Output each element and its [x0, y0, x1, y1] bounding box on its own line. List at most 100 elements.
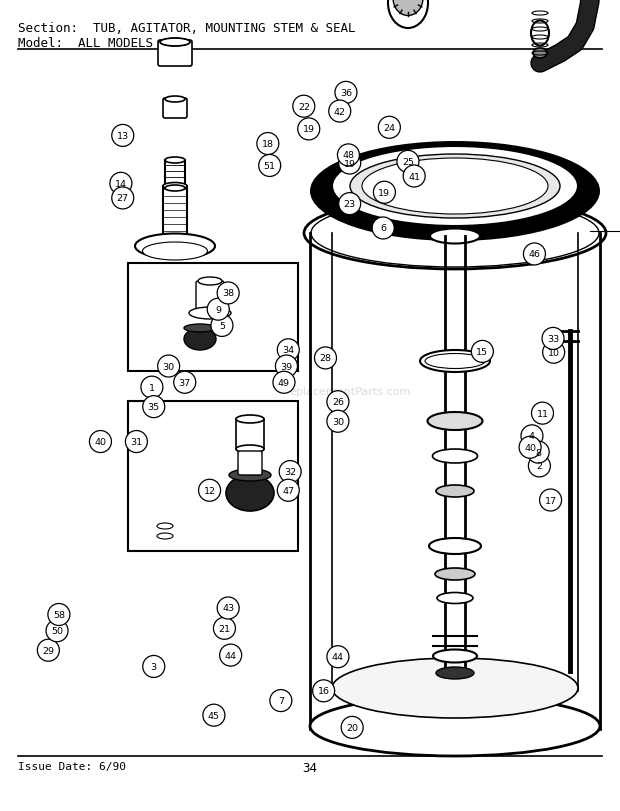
Text: 48: 48 [342, 151, 355, 161]
Text: 29: 29 [42, 646, 55, 655]
Circle shape [112, 187, 134, 210]
Text: 7: 7 [278, 696, 284, 706]
Text: 27: 27 [117, 194, 129, 204]
Text: 43: 43 [222, 603, 234, 613]
Ellipse shape [425, 354, 485, 369]
Text: 37: 37 [179, 378, 191, 388]
Circle shape [143, 655, 165, 678]
Circle shape [327, 410, 349, 433]
Circle shape [89, 431, 112, 453]
Text: 50: 50 [51, 626, 63, 636]
Text: 19: 19 [303, 125, 315, 135]
Circle shape [211, 315, 233, 337]
Circle shape [293, 96, 315, 118]
Ellipse shape [435, 569, 475, 581]
Circle shape [37, 639, 60, 662]
Circle shape [298, 118, 320, 141]
Text: 13: 13 [117, 131, 129, 141]
Circle shape [314, 347, 337, 370]
Text: 28: 28 [319, 354, 332, 363]
Circle shape [174, 371, 196, 394]
Circle shape [219, 644, 242, 667]
Circle shape [141, 376, 163, 399]
Ellipse shape [135, 234, 215, 260]
Ellipse shape [332, 147, 578, 227]
Text: 32: 32 [284, 467, 296, 477]
Ellipse shape [163, 183, 187, 191]
Circle shape [203, 704, 225, 727]
Circle shape [217, 282, 239, 305]
Text: 21: 21 [218, 624, 231, 633]
Ellipse shape [165, 97, 185, 103]
Ellipse shape [420, 350, 490, 372]
Circle shape [327, 646, 349, 668]
Ellipse shape [198, 277, 222, 285]
Ellipse shape [388, 0, 428, 29]
Text: 18: 18 [262, 139, 274, 149]
Circle shape [519, 436, 541, 459]
Text: 31: 31 [130, 437, 143, 447]
FancyBboxPatch shape [163, 99, 187, 119]
Circle shape [341, 716, 363, 739]
Text: 35: 35 [148, 402, 160, 412]
Text: 30: 30 [332, 417, 344, 427]
Text: 17: 17 [544, 496, 557, 505]
Text: 34: 34 [303, 761, 317, 774]
Text: 9: 9 [215, 305, 221, 315]
Circle shape [372, 217, 394, 240]
Text: 6: 6 [380, 224, 386, 234]
Text: 58: 58 [53, 610, 65, 620]
Circle shape [373, 182, 396, 204]
Ellipse shape [437, 593, 473, 603]
Ellipse shape [362, 159, 548, 215]
Text: 2: 2 [536, 461, 542, 471]
Ellipse shape [436, 486, 474, 497]
Circle shape [521, 425, 543, 448]
Circle shape [217, 597, 239, 620]
Circle shape [335, 82, 357, 105]
Text: 40: 40 [524, 443, 536, 453]
Text: 14: 14 [115, 179, 127, 189]
Ellipse shape [332, 659, 578, 718]
Circle shape [259, 155, 281, 178]
Circle shape [327, 391, 349, 414]
Text: 39: 39 [280, 362, 293, 371]
FancyBboxPatch shape [158, 41, 192, 67]
Bar [128, 264, 298, 371]
Text: 36: 36 [340, 88, 352, 98]
Circle shape [46, 620, 68, 642]
Text: 8: 8 [535, 448, 541, 457]
Text: 3: 3 [151, 662, 157, 672]
Ellipse shape [226, 475, 274, 512]
Text: 51: 51 [264, 161, 276, 171]
Circle shape [157, 355, 180, 378]
Text: 46: 46 [528, 250, 541, 260]
Circle shape [523, 243, 546, 266]
Ellipse shape [393, 0, 423, 16]
Ellipse shape [350, 155, 560, 219]
Ellipse shape [436, 667, 474, 679]
Text: 1: 1 [149, 383, 155, 393]
Ellipse shape [310, 696, 600, 756]
FancyBboxPatch shape [196, 281, 224, 314]
Text: Model:  ALL MODELS: Model: ALL MODELS [18, 37, 153, 50]
Circle shape [339, 152, 361, 175]
Circle shape [403, 165, 425, 188]
Text: 12: 12 [203, 486, 216, 496]
Circle shape [213, 617, 236, 640]
Text: 44: 44 [224, 650, 237, 660]
Ellipse shape [189, 307, 231, 320]
Ellipse shape [236, 415, 264, 423]
Text: eplacementParts.com: eplacementParts.com [290, 387, 410, 397]
Circle shape [312, 680, 335, 702]
Circle shape [329, 101, 351, 123]
Text: 19: 19 [378, 188, 391, 198]
Circle shape [207, 298, 229, 321]
Text: 25: 25 [402, 157, 414, 167]
Circle shape [471, 341, 494, 363]
Ellipse shape [236, 445, 264, 453]
Ellipse shape [428, 413, 482, 431]
Ellipse shape [157, 523, 173, 530]
Ellipse shape [160, 39, 190, 47]
Text: 42: 42 [334, 107, 346, 117]
